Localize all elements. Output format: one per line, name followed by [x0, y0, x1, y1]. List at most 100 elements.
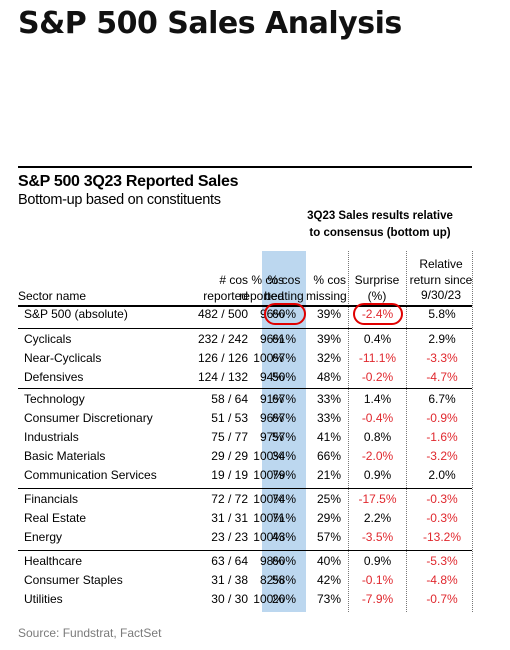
column-separator	[472, 251, 473, 612]
cell-pct-reported: 98%	[259, 554, 284, 568]
table-row: Defensives 124 / 132 94% 50% 48% -0.2% -4.7%	[0, 368, 510, 387]
cell-beating: 67%	[271, 392, 297, 406]
table-row: Consumer Discretionary 51 / 53 96% 67% 33% -0…	[0, 409, 510, 428]
cell-reported: 63 / 64	[211, 554, 248, 568]
cell-name: Defensives	[24, 370, 84, 384]
cell-name: Real Estate	[24, 511, 87, 525]
cell-relative: -4.7%	[426, 370, 458, 384]
cell-beating: 74%	[271, 492, 297, 506]
cell-surprise: -2.4%	[361, 307, 394, 321]
cell-relative: 2.0%	[428, 468, 456, 482]
cell-pct-reported: 91%	[259, 392, 284, 406]
col-header-sector: Sector name	[18, 289, 87, 303]
table-top-rule	[18, 166, 472, 168]
cell-surprise: -0.2%	[361, 370, 394, 384]
cell-relative: -3.3%	[426, 351, 458, 365]
cell-reported: 75 / 77	[211, 430, 248, 444]
cell-name: Consumer Discretionary	[24, 411, 153, 425]
cell-missing: 40%	[316, 554, 341, 568]
cell-relative: -0.3%	[426, 511, 458, 525]
cell-relative: 6.7%	[428, 392, 456, 406]
table-row: Near-Cyclicals 126 / 126 100% 67% 32% -11.1% -…	[0, 349, 510, 368]
cell-relative: -3.2%	[426, 449, 458, 463]
table-row: Cyclicals 232 / 242 96% 61% 39% 0.4% 2.9%	[0, 330, 510, 349]
cell-beating: 50%	[271, 370, 297, 384]
cell-beating: 71%	[271, 511, 297, 525]
cell-pct-reported: 100%	[253, 449, 284, 463]
cell-relative: 2.9%	[428, 332, 456, 346]
cell-reported: 72 / 72	[211, 492, 248, 506]
cell-name: Energy	[24, 530, 63, 544]
cell-missing: 42%	[316, 573, 341, 587]
cell-reported: 23 / 23	[211, 530, 248, 544]
cell-beating: 34%	[271, 449, 297, 463]
cell-surprise: 0.4%	[363, 332, 392, 346]
cell-surprise: -3.5%	[361, 530, 394, 544]
cell-surprise: 0.9%	[363, 468, 392, 482]
cell-reported: 51 / 53	[211, 411, 248, 425]
cell-pct-reported: 100%	[253, 492, 284, 506]
cell-relative: -0.3%	[426, 492, 458, 506]
cell-reported: 19 / 19	[211, 468, 248, 482]
cell-relative: -0.9%	[426, 411, 458, 425]
cell-missing: 29%	[316, 511, 341, 525]
table-row: Utilities 30 / 30 100% 20% 73% -7.9% -0.7%	[0, 590, 510, 609]
col-header-pct-reported: % cos reported	[239, 273, 284, 303]
cell-surprise: -17.5%	[358, 492, 397, 506]
cell-pct-reported: 100%	[253, 511, 284, 525]
table-title: S&P 500 3Q23 Reported Sales	[18, 173, 239, 190]
cell-reported: 482 / 500	[197, 307, 248, 321]
col-header-surprise: Surprise (%)	[354, 273, 400, 303]
cell-missing: 41%	[316, 430, 341, 444]
cell-name: Consumer Staples	[24, 573, 123, 587]
table-row: Real Estate 31 / 31 100% 71% 29% 2.2% -0.3%	[0, 509, 510, 528]
cell-reported: 31 / 31	[211, 511, 248, 525]
table-row: S&P 500 (absolute) 482 / 500 96% 60% 39% -2.4…	[0, 305, 510, 324]
cell-surprise: -0.4%	[361, 411, 394, 425]
cell-surprise: 0.8%	[363, 430, 392, 444]
cell-pct-reported: 82%	[259, 573, 284, 587]
table-row: Energy 23 / 23 100% 43% 57% -3.5% -13.2%	[0, 528, 510, 547]
table-row: Technology 58 / 64 91% 67% 33% 1.4% 6.7%	[0, 390, 510, 409]
cell-beating: 43%	[271, 530, 297, 544]
cell-surprise: -0.1%	[361, 573, 394, 587]
page-title: S&P 500 Sales Analysis	[18, 6, 402, 41]
group-rule	[18, 388, 472, 389]
cell-missing: 33%	[316, 392, 341, 406]
cell-surprise: 1.4%	[363, 392, 392, 406]
table-row: Basic Materials 29 / 29 100% 34% 66% -2.0% -3.…	[0, 447, 510, 466]
column-separator	[406, 251, 407, 612]
col-header-beating: % cos beating	[264, 273, 304, 303]
cell-relative: -4.8%	[426, 573, 458, 587]
table-row: Communication Services 19 / 19 100% 79% 21% 0…	[0, 466, 510, 485]
cell-pct-reported: 100%	[253, 530, 284, 544]
cell-reported: 31 / 38	[211, 573, 248, 587]
cell-reported: 58 / 64	[211, 392, 248, 406]
cell-beating: 79%	[271, 468, 297, 482]
group-rule	[18, 328, 472, 329]
cell-missing: 33%	[316, 411, 341, 425]
cell-relative: -0.7%	[426, 592, 458, 606]
cell-missing: 66%	[316, 449, 341, 463]
cell-surprise: -11.1%	[358, 351, 397, 365]
col-header-missing: % cos missing	[306, 273, 347, 303]
cell-reported: 124 / 132	[197, 370, 248, 384]
cell-surprise: 2.2%	[363, 511, 392, 525]
table-row: Healthcare 63 / 64 98% 60% 40% 0.9% -5.3%	[0, 552, 510, 571]
cell-pct-reported: 96%	[259, 332, 284, 346]
table-row: Industrials 75 / 77 97% 57% 41% 0.8% -1.6%	[0, 428, 510, 447]
cell-missing: 73%	[316, 592, 341, 606]
cell-name: Near-Cyclicals	[24, 351, 102, 365]
cell-pct-reported: 97%	[259, 430, 284, 444]
cell-name: Cyclicals	[24, 332, 72, 346]
cell-pct-reported: 100%	[253, 592, 284, 606]
cell-beating: 60%	[271, 554, 297, 568]
cell-pct-reported: 96%	[259, 411, 284, 425]
group-rule	[18, 488, 472, 489]
column-separator	[348, 251, 349, 612]
cell-missing: 32%	[316, 351, 341, 365]
cell-reported: 29 / 29	[211, 449, 248, 463]
cell-surprise: -2.0%	[361, 449, 394, 463]
highlight-circle-surprise	[353, 303, 403, 325]
cell-relative: -5.3%	[426, 554, 458, 568]
